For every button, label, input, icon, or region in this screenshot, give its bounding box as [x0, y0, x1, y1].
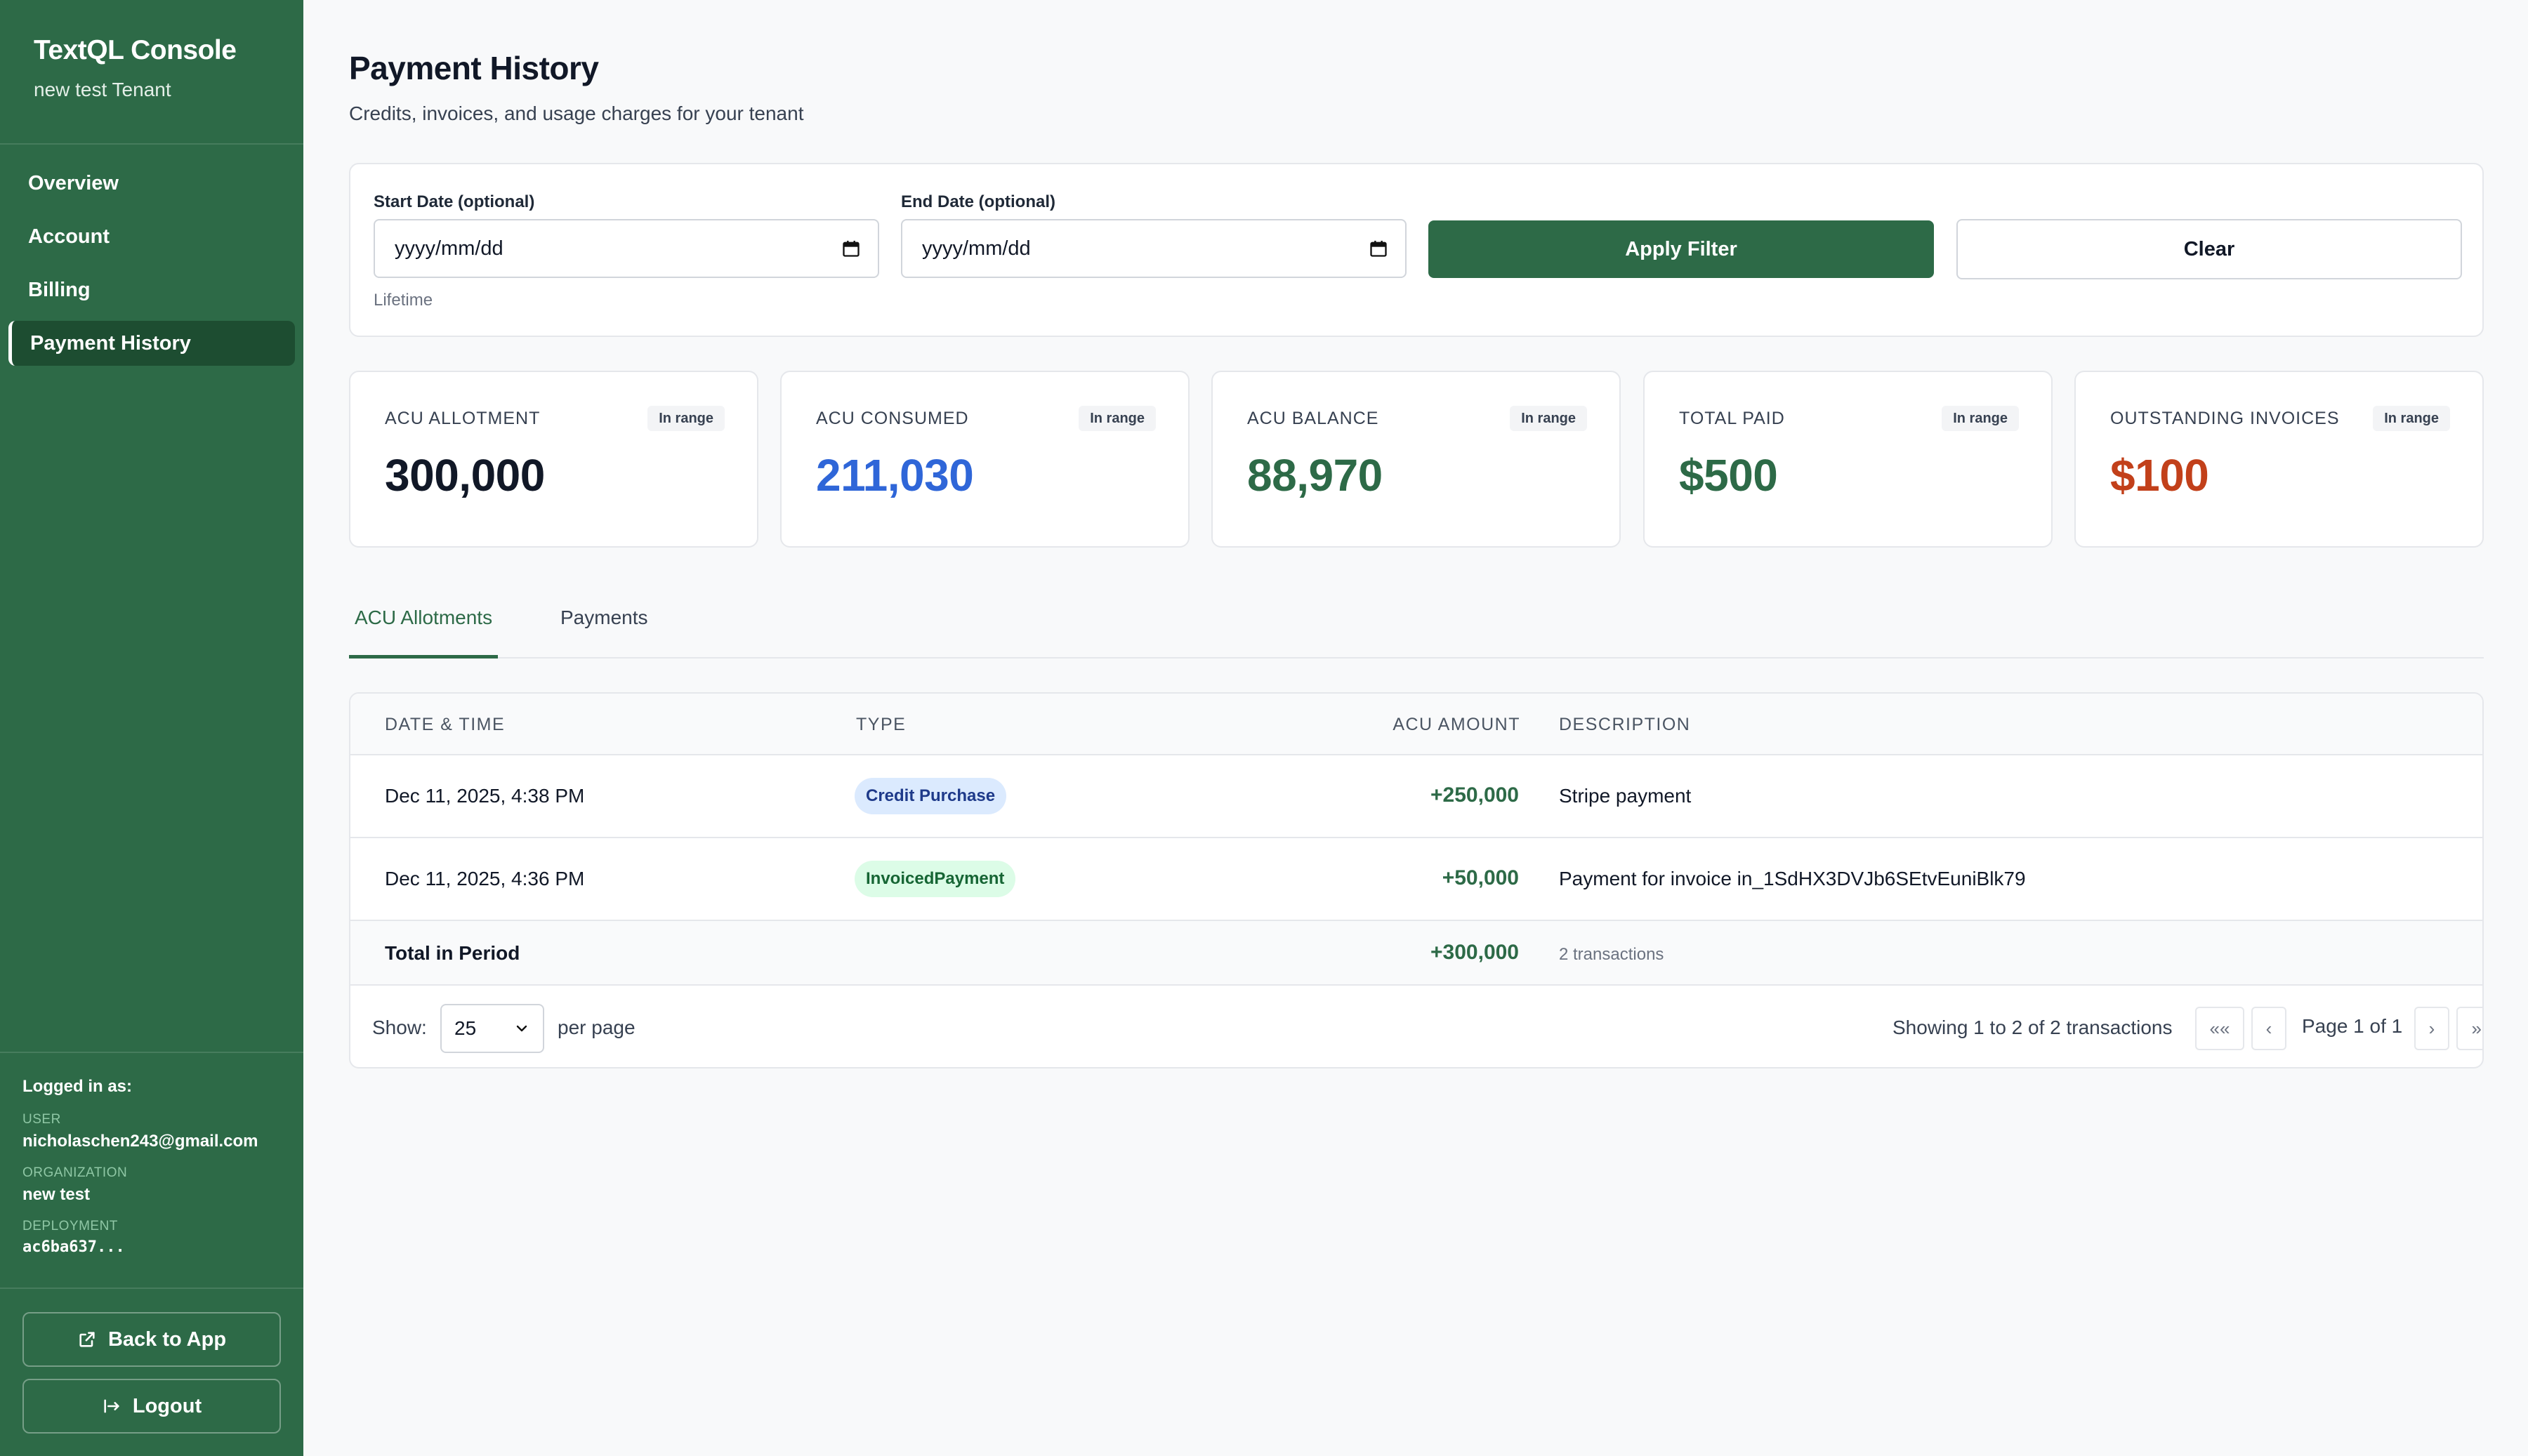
- stat-label: OUTSTANDING INVOICES: [2110, 409, 2340, 428]
- logged-in-panel: Logged in as: USER nicholaschen243@gmail…: [22, 1077, 289, 1270]
- total-amount: +300,000: [1430, 941, 1519, 964]
- column-header-acu-amount: ACU AMOUNT: [1393, 715, 1520, 734]
- last-page-button[interactable]: »»: [2456, 1007, 2482, 1050]
- in-range-badge: In range: [647, 406, 725, 431]
- sidebar: TextQL Console new test Tenant Overview …: [0, 0, 303, 1456]
- end-date-value: yyyy/mm/dd: [922, 237, 1031, 260]
- row-description: Stripe payment: [1559, 785, 1692, 807]
- sidebar-divider: [0, 1052, 303, 1053]
- total-row: Total in Period +300,000 2 transactions: [350, 921, 2482, 986]
- table-header: DATE & TIME TYPE ACU AMOUNT DESCRIPTION: [350, 694, 2482, 755]
- page-indicator: Page 1 of 1: [2302, 1015, 2403, 1037]
- total-label: Total in Period: [385, 942, 520, 964]
- transaction-count: 2 transactions: [1559, 945, 1664, 964]
- stat-label: ACU ALLOTMENT: [385, 409, 541, 428]
- calendar-icon[interactable]: [841, 239, 861, 258]
- stat-card-acu-allotment: ACU ALLOTMENT In range 300,000: [349, 371, 758, 548]
- tab-acu-allotments[interactable]: ACU Allotments: [349, 607, 499, 658]
- column-header-type: TYPE: [856, 715, 907, 734]
- page-title: Payment History: [349, 50, 599, 86]
- organization-name: new test: [22, 1185, 91, 1204]
- row-amount: +250,000: [1430, 783, 1519, 807]
- showing-summary: Showing 1 to 2 of 2 transactions: [1892, 1017, 2173, 1038]
- chevron-down-icon: [516, 1025, 527, 1032]
- main-content: Payment History Credits, invoices, and u…: [303, 0, 2528, 1456]
- per-page-label: per page: [558, 1017, 636, 1038]
- stat-card-total-paid: TOTAL PAID In range $500: [1643, 371, 2053, 548]
- stat-value: $500: [1679, 450, 1778, 501]
- row-description: Payment for invoice in_1SdHX3DVJb6SEtvEu…: [1559, 868, 2026, 889]
- prev-page-button[interactable]: ‹: [2251, 1007, 2286, 1050]
- sidebar-item-account[interactable]: Account: [28, 225, 110, 248]
- logout-label: Logout: [132, 1394, 202, 1417]
- sidebar-divider: [0, 1288, 303, 1289]
- stats-row: ACU ALLOTMENT In range 300,000 ACU CONSU…: [349, 371, 2484, 548]
- back-to-app-label: Back to App: [107, 1328, 227, 1351]
- logged-in-title: Logged in as:: [22, 1077, 132, 1096]
- type-badge: Credit Purchase: [855, 778, 1007, 814]
- sidebar-nav: Overview Account Billing Payment History: [8, 161, 295, 374]
- type-badge: InvoicedPayment: [855, 861, 1016, 897]
- sidebar-divider: [0, 143, 303, 145]
- stat-label: ACU CONSUMED: [816, 409, 969, 428]
- column-header-description: DESCRIPTION: [1559, 715, 1691, 734]
- start-date-input[interactable]: yyyy/mm/dd: [374, 219, 879, 278]
- calendar-icon[interactable]: [1369, 239, 1388, 258]
- stat-value: $100: [2110, 450, 2209, 501]
- page-subtitle: Credits, invoices, and usage charges for…: [349, 102, 804, 124]
- stat-value: 300,000: [385, 450, 545, 501]
- stat-card-outstanding-invoices: OUTSTANDING INVOICES In range $100: [2074, 371, 2484, 548]
- organization-label: ORGANIZATION: [22, 1165, 128, 1180]
- sidebar-item-payment-history[interactable]: Payment History: [8, 321, 295, 366]
- show-label: Show:: [372, 1017, 427, 1038]
- start-date-label: Start Date (optional): [374, 192, 535, 211]
- pagination-bar: Show: 25 per page Showing 1 to 2 of 2 tr…: [350, 986, 2482, 1067]
- apply-filter-button[interactable]: Apply Filter: [1428, 220, 1934, 278]
- end-date-label: End Date (optional): [901, 192, 1055, 211]
- stat-card-acu-consumed: ACU CONSUMED In range 211,030: [780, 371, 1190, 548]
- user-label: USER: [22, 1112, 61, 1127]
- per-page-select[interactable]: 25: [440, 1004, 544, 1053]
- table-row: Dec 11, 2025, 4:38 PM Credit Purchase +2…: [350, 755, 2482, 838]
- app-title: TextQL Console: [34, 35, 237, 65]
- logout-button[interactable]: Logout: [22, 1379, 281, 1434]
- external-link-icon: [79, 1332, 95, 1347]
- user-email: nicholaschen243@gmail.com: [22, 1132, 258, 1151]
- in-range-badge: In range: [1942, 406, 2019, 431]
- transactions-table: DATE & TIME TYPE ACU AMOUNT DESCRIPTION …: [349, 692, 2484, 1068]
- in-range-badge: In range: [2373, 406, 2450, 431]
- stat-card-acu-balance: ACU BALANCE In range 88,970: [1211, 371, 1621, 548]
- brand: TextQL Console new test Tenant: [34, 35, 237, 101]
- stat-value: 88,970: [1247, 450, 1383, 501]
- start-date-value: yyyy/mm/dd: [395, 237, 503, 260]
- tenant-name: new test Tenant: [34, 79, 171, 100]
- deployment-label: DEPLOYMENT: [22, 1219, 118, 1233]
- deployment-id: ac6ba637...: [22, 1238, 125, 1256]
- in-range-badge: In range: [1510, 406, 1587, 431]
- stat-label: TOTAL PAID: [1679, 409, 1785, 428]
- row-date: Dec 11, 2025, 4:38 PM: [385, 785, 585, 807]
- column-header-date: DATE & TIME: [385, 715, 506, 734]
- row-amount: +50,000: [1442, 866, 1519, 889]
- tab-payments[interactable]: Payments: [560, 607, 648, 628]
- sidebar-item-billing[interactable]: Billing: [28, 278, 91, 301]
- stat-value: 211,030: [816, 450, 974, 501]
- date-filter-card: Start Date (optional) yyyy/mm/dd End Dat…: [349, 163, 2484, 337]
- per-page-value: 25: [454, 1017, 477, 1039]
- range-hint: Lifetime: [374, 291, 433, 310]
- back-to-app-button[interactable]: Back to App: [22, 1312, 281, 1367]
- first-page-button[interactable]: ««: [2195, 1007, 2244, 1050]
- table-row: Dec 11, 2025, 4:36 PM InvoicedPayment +5…: [350, 838, 2482, 921]
- sidebar-item-overview[interactable]: Overview: [28, 171, 119, 194]
- row-date: Dec 11, 2025, 4:36 PM: [385, 868, 585, 889]
- stat-label: ACU BALANCE: [1247, 409, 1379, 428]
- next-page-button[interactable]: ›: [2414, 1007, 2449, 1050]
- logout-icon: [104, 1399, 119, 1413]
- tab-bar: ACU Allotments Payments: [349, 594, 2484, 658]
- in-range-badge: In range: [1079, 406, 1156, 431]
- end-date-input[interactable]: yyyy/mm/dd: [901, 219, 1407, 278]
- clear-button[interactable]: Clear: [1956, 219, 2462, 279]
